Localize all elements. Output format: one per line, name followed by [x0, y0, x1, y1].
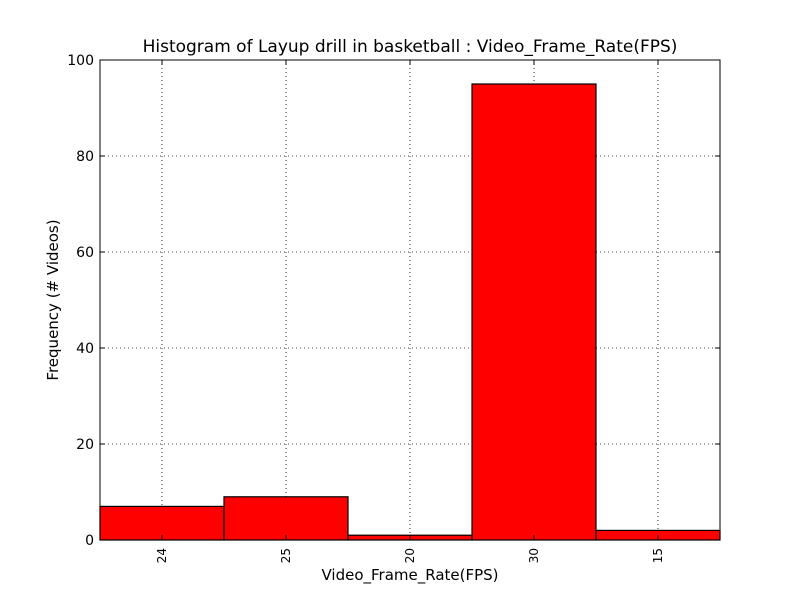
ticks-layer: 0 20 40 60 80 100 24 25 20 30 15: [67, 53, 720, 563]
grid-layer: [100, 60, 720, 540]
x-tick-label: 24: [155, 548, 169, 563]
x-tick-label: 25: [279, 548, 293, 563]
chart-title: Histogram of Layup drill in basketball :…: [143, 37, 678, 57]
x-tick-label: 20: [403, 548, 417, 563]
y-tick-label: 60: [76, 245, 94, 261]
x-axis-label: Video_Frame_Rate(FPS): [321, 566, 498, 585]
y-tick-label: 40: [76, 341, 94, 357]
y-tick-label: 100: [67, 53, 94, 69]
x-tick-label: 15: [651, 548, 665, 563]
y-tick-label: 80: [76, 149, 94, 165]
bar-24: [99, 505, 225, 541]
bar-25: [223, 496, 349, 541]
x-tick-label: 30: [527, 548, 541, 563]
y-tick-label: 20: [76, 437, 94, 453]
bar-30: [471, 83, 597, 541]
y-tick-label: 0: [85, 533, 94, 549]
y-axis-label: Frequency (# Videos): [44, 219, 62, 380]
